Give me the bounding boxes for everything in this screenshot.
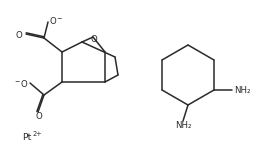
Text: −: − [15,79,20,85]
Text: O: O [50,16,57,26]
Text: O: O [91,34,97,43]
Text: 2+: 2+ [32,131,42,137]
Text: O: O [36,111,42,120]
Text: O: O [20,79,27,89]
Text: Pt: Pt [22,134,31,142]
Text: NH₂: NH₂ [175,122,191,130]
Text: −: − [56,16,61,22]
Text: O: O [15,30,22,39]
Text: NH₂: NH₂ [234,85,250,95]
